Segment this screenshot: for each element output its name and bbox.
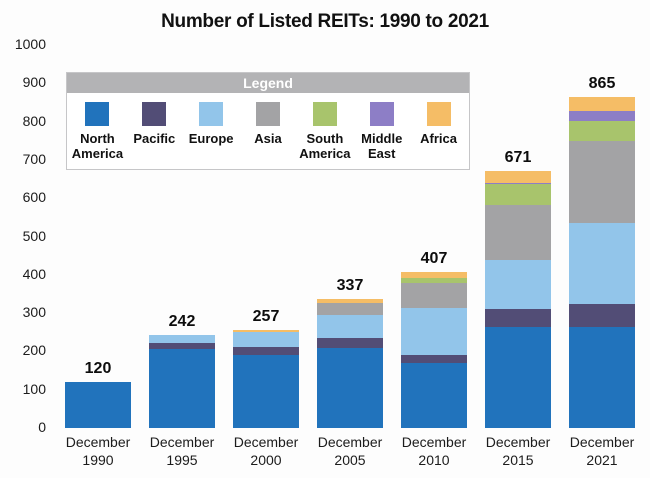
- legend-label: Asia: [254, 131, 282, 146]
- bar-segment-south-america: [401, 277, 467, 283]
- bar-segment-pacific: [569, 303, 635, 327]
- x-tick-label-december-2005: December 2005: [317, 434, 383, 469]
- bar-segment-south-america: [569, 120, 635, 141]
- legend-label: North America: [71, 131, 124, 161]
- legend-header: Legend: [67, 73, 469, 93]
- bar-segment-pacific: [149, 342, 215, 350]
- bar-segment-north-america: [149, 349, 215, 428]
- bar-december-1995: 242: [140, 45, 224, 428]
- x-tick-label-december-2021: December 2021: [569, 434, 635, 469]
- bar-total-label: 407: [420, 250, 448, 268]
- bar-segment-pacific: [485, 309, 551, 327]
- legend-swatch-north-america: [85, 102, 110, 126]
- bar-segment-north-america: [233, 355, 299, 428]
- bar-segment-pacific: [317, 337, 383, 348]
- bar-segment-asia: [485, 205, 551, 261]
- y-tick-label-100: 100: [22, 380, 46, 397]
- legend-label: South America: [299, 131, 351, 161]
- bar-segment-africa: [233, 329, 299, 333]
- bar-segment-south-america: [485, 184, 551, 206]
- bar-segment-asia: [317, 302, 383, 315]
- bar-segment-europe: [317, 314, 383, 338]
- bar-total-label: 257: [252, 307, 280, 325]
- legend-item-middle-east: Middle East: [353, 99, 410, 161]
- bar-december-2000: 257: [224, 45, 308, 428]
- legend-items: North America Pacific Europe Asia South Amer…: [67, 93, 469, 169]
- y-tick-label-800: 800: [22, 112, 46, 129]
- bar-total-label: 337: [336, 276, 364, 294]
- bar-segment-middle-east: [485, 182, 551, 185]
- legend-item-south-america: South America: [296, 99, 353, 161]
- x-tick-label-december-2000: December 2000: [233, 434, 299, 469]
- bar-segment-north-america: [65, 382, 131, 428]
- legend-label: Pacific: [133, 131, 176, 146]
- bar-total-label: 865: [588, 74, 616, 92]
- bar-december-2021: 865: [560, 45, 644, 428]
- x-tick-label-december-1995: December 1995: [149, 434, 215, 469]
- bar-segment-north-america: [401, 362, 467, 428]
- x-tick-label-december-2010: December 2010: [401, 434, 467, 469]
- bar-segment-north-america: [485, 326, 551, 428]
- y-tick-label-500: 500: [22, 227, 46, 244]
- legend-item-europe: Europe: [183, 99, 240, 161]
- bar-segment-europe: [149, 335, 215, 343]
- y-tick-label-0: 0: [38, 419, 46, 435]
- legend-item-pacific: Pacific: [126, 99, 183, 161]
- bar-total-label: 671: [504, 149, 532, 167]
- legend-item-north-america: North America: [69, 99, 126, 161]
- bar-segment-asia: [401, 282, 467, 309]
- bar-segment-pacific: [233, 347, 299, 356]
- y-tick-label-300: 300: [22, 304, 46, 321]
- legend-swatch-africa: [426, 102, 451, 126]
- bar-segment-pacific: [401, 354, 467, 363]
- bar-segment-north-america: [317, 347, 383, 428]
- chart-title: Number of Listed REITs: 1990 to 2021: [161, 11, 489, 32]
- legend-label: Africa: [420, 131, 458, 146]
- bar-segment-asia: [569, 140, 635, 224]
- bar-segment-europe: [401, 308, 467, 355]
- legend-swatch-pacific: [142, 102, 167, 126]
- x-tick-label-december-1990: December 1990: [65, 434, 131, 469]
- y-tick-label-700: 700: [22, 150, 46, 167]
- legend-swatch-middle-east: [369, 102, 394, 126]
- bar-segment-middle-east: [569, 110, 635, 121]
- y-tick-label-1000: 1000: [14, 36, 46, 52]
- legend-label: Europe: [188, 131, 234, 146]
- bar-segment-africa: [317, 298, 383, 303]
- bar-segment-africa: [401, 272, 467, 278]
- bar-december-2010: 407: [392, 45, 476, 428]
- legend-swatch-europe: [199, 102, 224, 126]
- y-tick-label-600: 600: [22, 189, 46, 206]
- bar-december-2005: 337: [308, 45, 392, 428]
- y-tick-label-400: 400: [22, 265, 46, 282]
- legend-swatch-south-america: [312, 102, 337, 126]
- legend-item-asia: Asia: [240, 99, 297, 161]
- bar-segment-north-america: [569, 326, 635, 428]
- bar-december-2015: 671: [476, 45, 560, 428]
- bar-segment-europe: [485, 260, 551, 310]
- bar-segment-europe: [569, 223, 635, 304]
- bar-segment-europe: [233, 332, 299, 348]
- legend-swatch-asia: [256, 102, 280, 126]
- x-axis: December 1990 December 1995 December 2000 D…: [56, 433, 644, 469]
- plot-area: 120 242 257 337 407 671 865: [56, 45, 644, 428]
- legend: Legend North America Pacific Europe Asia Sou…: [66, 72, 470, 171]
- y-tick-label-900: 900: [22, 74, 46, 91]
- y-tick-label-200: 200: [22, 342, 46, 359]
- bar-december-1990: 120: [56, 45, 140, 428]
- bar-total-label: 242: [168, 313, 196, 331]
- legend-label: Middle East: [361, 131, 403, 161]
- bar-segment-africa: [569, 96, 635, 111]
- bar-segment-africa: [485, 171, 551, 183]
- legend-item-africa: Africa: [410, 99, 467, 161]
- x-tick-label-december-2015: December 2015: [485, 434, 551, 469]
- bar-total-label: 120: [84, 360, 112, 378]
